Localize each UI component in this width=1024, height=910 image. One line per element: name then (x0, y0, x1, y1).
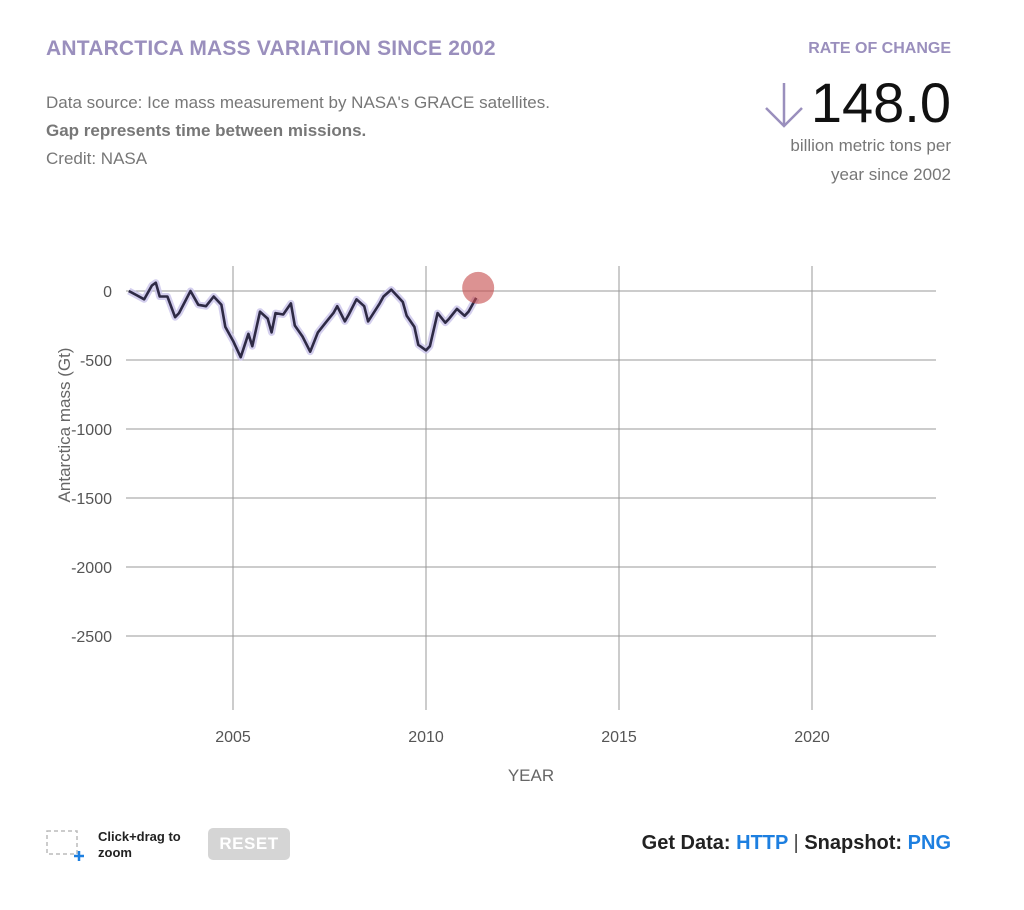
zoom-hint-text: Click+drag to zoom (98, 829, 181, 860)
x-axis-label: YEAR (508, 766, 554, 785)
y-axis-label: Antarctica mass (Gt) (55, 348, 74, 503)
y-tick-label: -2500 (71, 629, 112, 646)
latest-point-marker (462, 271, 495, 304)
y-tick-label: -1000 (71, 422, 112, 439)
y-tick-label: -500 (80, 353, 112, 370)
gap-note: Gap represents time between missions. (46, 121, 367, 140)
rate-value: 148.0 (810, 71, 951, 134)
rate-unit-line-2: year since 2002 (830, 165, 951, 184)
http-link[interactable]: HTTP (736, 832, 788, 854)
arrow-down-icon (764, 83, 803, 128)
drag-zoom-icon (46, 830, 84, 861)
data-source-text: Data source: Ice mass measurement by NAS… (46, 93, 550, 112)
reset-button[interactable]: RESET (208, 828, 290, 860)
get-data-label: Get Data: (641, 832, 731, 854)
x-tick-label: 2015 (601, 729, 637, 746)
snapshot-label: Snapshot: (804, 832, 903, 854)
rate-of-change: 148.0 (763, 72, 951, 134)
rate-of-change-label: RATE OF CHANGE (808, 40, 951, 57)
export-links: Get Data: HTTP | Snapshot: PNG (642, 832, 951, 855)
credit-text: Credit: NASA (46, 149, 148, 168)
png-link[interactable]: PNG (907, 832, 951, 854)
x-tick-label: 2005 (215, 729, 251, 746)
y-tick-label: -2000 (71, 560, 112, 577)
separator: | (793, 832, 799, 854)
series-line (128, 281, 478, 359)
x-tick-label: 2010 (408, 729, 444, 746)
description: Data source: Ice mass measurement by NAS… (46, 89, 550, 173)
rate-unit: billion metric tons per year since 2002 (731, 131, 951, 189)
uncertainty-band (127, 279, 480, 361)
x-tick-label: 2020 (794, 729, 830, 746)
y-tick-label: -1500 (71, 491, 112, 508)
zoom-hint: Click+drag to zoom (46, 828, 198, 862)
chart-title: ANTARCTICA MASS VARIATION SINCE 2002 (46, 37, 496, 60)
rate-unit-line-1: billion metric tons per (790, 136, 951, 155)
y-tick-label: 0 (103, 284, 112, 301)
mass-chart[interactable]: 0 -500 -1000 -1500 -2000 -2500 2005 2010 2015 202… (0, 0, 1024, 810)
